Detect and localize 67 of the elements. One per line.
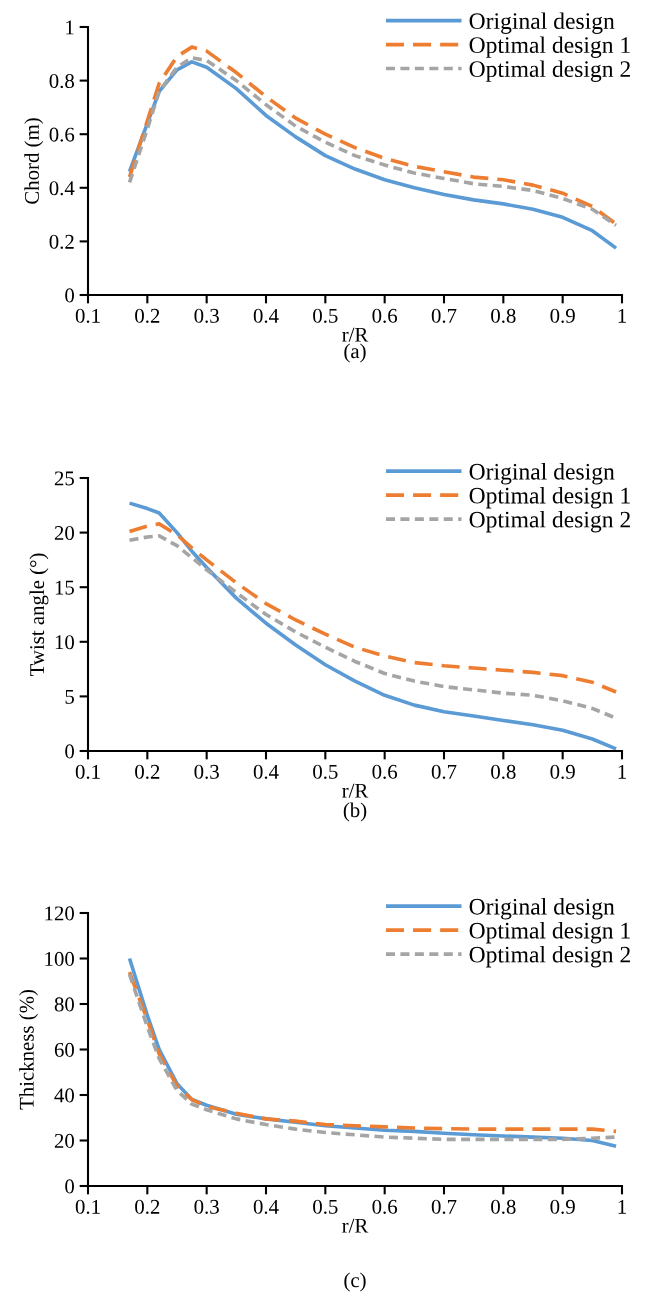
y-axis-title: Chord (m) — [24, 118, 44, 204]
x-tick-label: 0.9 — [550, 308, 575, 323]
legend-label: Optimal design 1 — [469, 922, 630, 944]
x-tick-label: 0.8 — [491, 1199, 516, 1214]
x-tick-label: 0.6 — [372, 308, 398, 323]
text: (a) — [344, 343, 366, 363]
x-tick-label: 0.1 — [75, 764, 100, 779]
legend-label: Original design — [469, 12, 615, 34]
y-tick-label: 0.2 — [49, 234, 74, 249]
y-tick-label: 120 — [45, 906, 75, 921]
x-tick-label: 0.5 — [313, 308, 338, 323]
x-axis-title: r/R — [342, 327, 369, 342]
x-tick-label: 0.9 — [550, 1199, 575, 1214]
y-tick-label: 60 — [54, 1042, 75, 1057]
y-tick-label: 0 — [65, 1179, 75, 1194]
x-tick-label: 0.1 — [75, 1199, 100, 1214]
y-tick-label: 80 — [54, 997, 75, 1012]
x-tick-label: 1 — [618, 308, 626, 323]
x-tick-label: 0.3 — [194, 764, 219, 779]
legend-label: Optimal design 2 — [469, 60, 630, 82]
legend-label: Optimal design 1 — [469, 487, 630, 509]
y-tick-label: 0 — [65, 288, 75, 303]
x-tick-label: 0.5 — [313, 1199, 338, 1214]
x-tick-label: 0.7 — [431, 1199, 457, 1214]
y-tick-label: 0.4 — [49, 181, 75, 196]
legend-label: Original design — [469, 898, 615, 920]
x-tick-label: 0.2 — [135, 1199, 160, 1214]
y-tick-label: 0.8 — [49, 73, 75, 89]
legend-label: Optimal design 2 — [469, 945, 630, 968]
y-tick-label: 10 — [55, 635, 75, 650]
legend-label: Optimal design 1 — [469, 36, 630, 58]
y-tick-label: 20 — [54, 1133, 75, 1148]
x-tick-label: 1 — [618, 1199, 626, 1214]
y-tick-label: 20 — [54, 525, 75, 541]
x-tick-label: 0.5 — [313, 764, 338, 779]
x-tick-label: 0.3 — [194, 308, 219, 323]
legend-label: Optimal design 2 — [469, 510, 630, 533]
x-tick-label: 0.1 — [75, 308, 100, 323]
x-tick-label: 0.4 — [253, 308, 279, 323]
x-axis-title: r/R — [342, 1218, 369, 1233]
x-tick-label: 0.4 — [253, 764, 279, 779]
x-tick-label: 0.3 — [194, 1199, 219, 1214]
y-tick-label: 1 — [66, 20, 74, 35]
y-tick-label: 0 — [65, 744, 75, 759]
x-tick-label: 0.2 — [135, 764, 160, 779]
x-axis-title: r/R — [342, 783, 369, 798]
y-tick-label: 5 — [65, 689, 74, 704]
x-tick-label: 0.9 — [550, 764, 575, 779]
x-tick-label: 0.7 — [431, 764, 457, 779]
x-tick-label: 1 — [618, 764, 626, 779]
x-tick-label: 0.8 — [491, 764, 516, 779]
y-tick-label: 25 — [54, 471, 74, 486]
text: (c) — [344, 1272, 366, 1292]
x-tick-label: 0.7 — [431, 308, 457, 323]
y-tick-label: 0.6 — [49, 127, 75, 142]
text: (b) — [343, 802, 367, 822]
y-tick-label: 100 — [45, 951, 75, 966]
legend-label: Original design — [469, 463, 615, 485]
y-axis-title: Thickness (%) — [19, 989, 38, 1110]
x-tick-label: 0.2 — [135, 308, 160, 323]
x-tick-label: 0.8 — [491, 308, 516, 323]
x-tick-label: 0.4 — [253, 1199, 279, 1214]
x-tick-label: 0.6 — [372, 764, 398, 779]
x-tick-label: 0.6 — [372, 1199, 398, 1214]
y-axis-title: Twist angle (°) — [29, 553, 49, 676]
y-tick-label: 15 — [55, 580, 74, 595]
y-tick-label: 40 — [54, 1088, 75, 1103]
